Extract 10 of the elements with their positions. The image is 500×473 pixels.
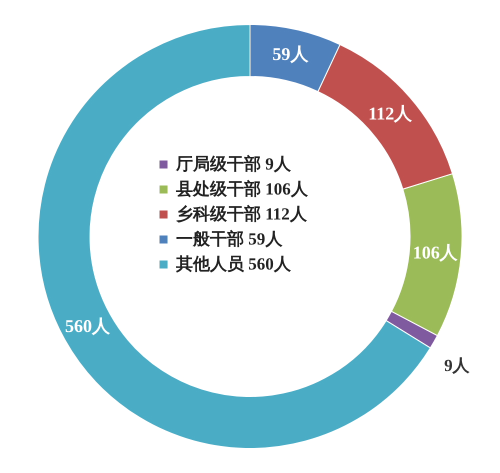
data-label: 59人	[272, 44, 310, 64]
legend-label: 县处级干部 106人	[175, 180, 309, 198]
data-label: 106人	[412, 242, 459, 263]
data-label: 112人	[368, 103, 414, 124]
data-label: 9人	[444, 356, 471, 376]
data-label: 560人	[65, 316, 112, 336]
legend-label: 乡科级干部 112人	[176, 204, 308, 224]
legend-label: 厅局级干部 9人	[175, 154, 292, 174]
legend-label: 其他人员 560人	[175, 254, 292, 274]
legend-label: 一般干部 59人	[176, 230, 284, 248]
